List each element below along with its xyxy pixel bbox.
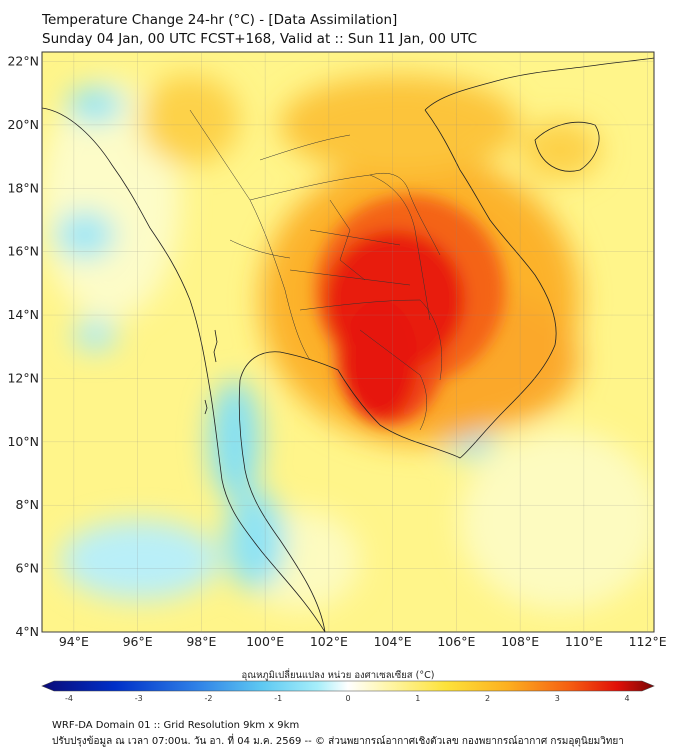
colorbar-tick-label: 0 bbox=[345, 694, 350, 703]
colorbar-tick-label: 3 bbox=[555, 694, 560, 703]
boundaries bbox=[189, 109, 443, 431]
lon-tick-label: 112°E bbox=[629, 634, 667, 649]
colorbar: -4 -3 -2 -1 0 1 2 3 4 bbox=[41, 680, 655, 703]
lon-tick-label: 106°E bbox=[437, 634, 475, 649]
colorbar-label: อุณหภูมิเปลี่ยนแปลง หน่วย องศาเซลเซียส (… bbox=[241, 670, 435, 681]
lat-tick-label: 20°N bbox=[7, 117, 39, 132]
chart-title: Temperature Change 24-hr (°C) - [Data As… bbox=[42, 12, 398, 28]
lon-tick-label: 98°E bbox=[186, 634, 216, 649]
colorbar-tick-label: 4 bbox=[624, 694, 629, 703]
lat-tick-label: 16°N bbox=[7, 244, 39, 259]
lon-tick-label: 96°E bbox=[123, 634, 153, 649]
colorbar-tick-label: -1 bbox=[274, 694, 282, 703]
lat-tick-label: 18°N bbox=[7, 180, 39, 195]
footer-line-1: WRF-DA Domain 01 :: Grid Resolution 9km … bbox=[52, 720, 300, 731]
colorbar-ticks: -4 -3 -2 -1 0 1 2 3 4 bbox=[65, 694, 630, 703]
colorbar-tick-label: -3 bbox=[135, 694, 143, 703]
colorbar-tick-label: 2 bbox=[485, 694, 490, 703]
lon-axis: 94°E 96°E 98°E 100°E 102°E 104°E 106°E 108°E 110… bbox=[59, 52, 667, 649]
lat-tick-label: 12°N bbox=[7, 370, 39, 385]
lon-tick-label: 100°E bbox=[246, 634, 284, 649]
lon-tick-label: 94°E bbox=[59, 634, 89, 649]
lat-tick-label: 4°N bbox=[15, 624, 39, 639]
colorbar-tick-label: -2 bbox=[205, 694, 213, 703]
lon-tick-label: 104°E bbox=[374, 634, 412, 649]
lat-axis: 22°N 20°N 18°N 16°N 14°N 12°N 10°N 8°N 6°N 4°N bbox=[7, 54, 654, 639]
lat-tick-label: 22°N bbox=[7, 54, 39, 69]
temperature-field bbox=[42, 52, 654, 632]
coastlines bbox=[42, 57, 654, 632]
colorbar-tick-label: -4 bbox=[65, 694, 73, 703]
chart-subtitle: Sunday 04 Jan, 00 UTC FCST+168, Valid at… bbox=[42, 31, 477, 47]
colorbar-bar bbox=[41, 680, 655, 692]
lon-tick-label: 102°E bbox=[310, 634, 348, 649]
lat-tick-label: 6°N bbox=[15, 561, 39, 576]
lon-tick-label: 108°E bbox=[501, 634, 539, 649]
lat-tick-label: 14°N bbox=[7, 307, 39, 322]
colorbar-tick-label: 1 bbox=[415, 694, 420, 703]
lat-tick-label: 8°N bbox=[15, 497, 39, 512]
footer-line-2: ปรับปรุงข้อมูล ณ เวลา 07:00น. วัน อา. ที… bbox=[52, 736, 624, 747]
lat-tick-label: 10°N bbox=[7, 434, 39, 449]
lon-tick-label: 110°E bbox=[565, 634, 603, 649]
